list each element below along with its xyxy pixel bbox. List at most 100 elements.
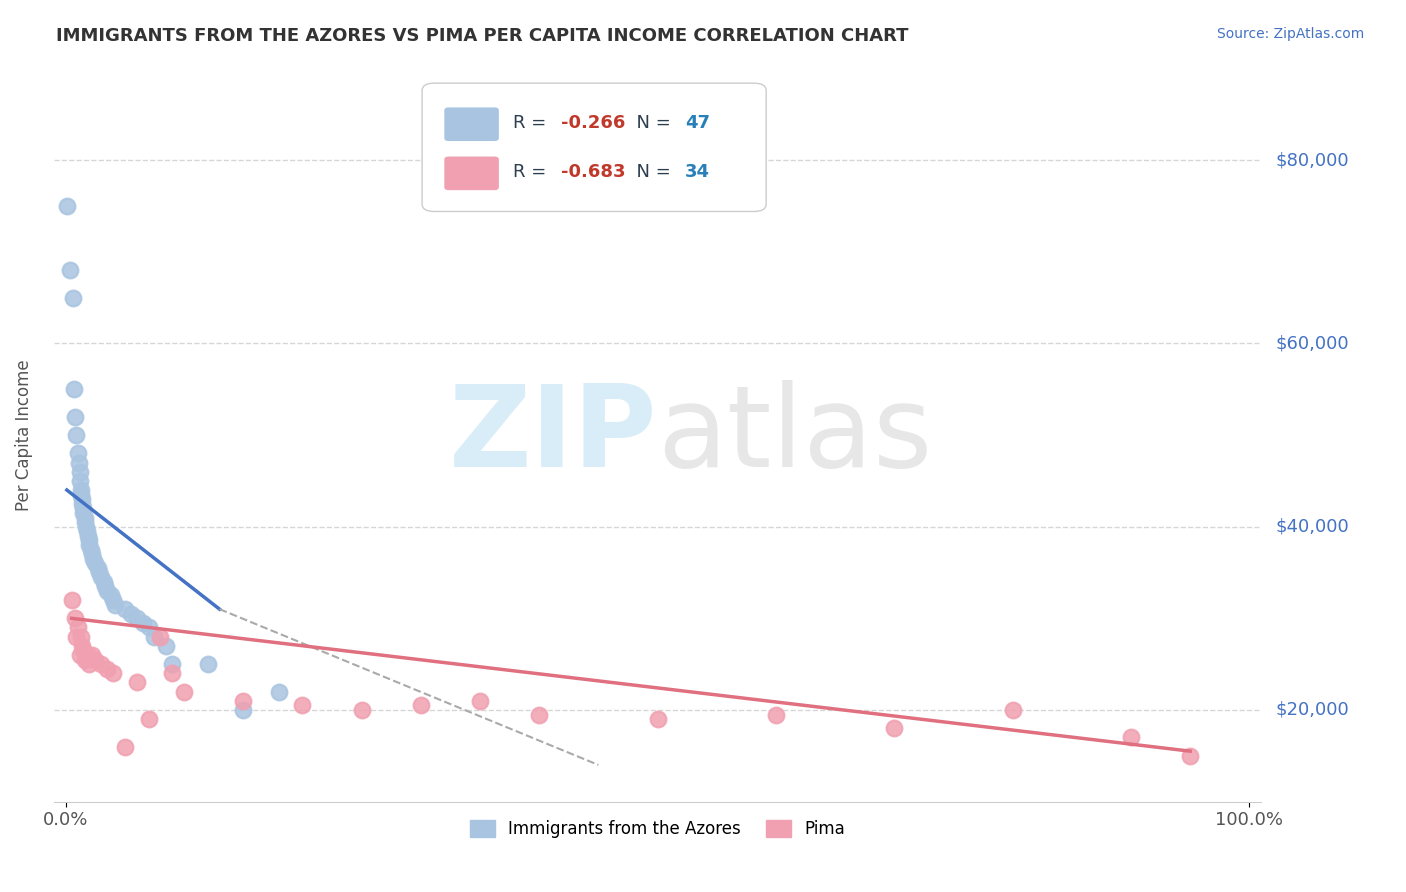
Point (66, 446, 89, 460)
Point (96, 662, 118, 676)
Point (143, 630, 166, 644)
Point (79, 657, 101, 672)
Text: $40,000: $40,000 (1275, 517, 1348, 536)
Point (70, 497, 93, 511)
Text: 47: 47 (685, 114, 710, 132)
Point (114, 739, 136, 754)
Point (82, 551, 104, 566)
Point (80, 547, 103, 561)
Point (232, 703, 254, 717)
Point (527, 707, 550, 722)
Point (56, 199, 79, 213)
Point (70, 483, 93, 497)
Point (73, 515, 96, 529)
Point (90, 570, 112, 584)
Point (125, 611, 148, 625)
Point (883, 721, 905, 735)
Point (104, 598, 127, 612)
Point (155, 639, 177, 653)
Point (65, 428, 87, 442)
Point (86, 561, 108, 575)
Point (70, 639, 93, 653)
Point (73, 510, 96, 524)
Point (69, 465, 91, 479)
Point (1178, 748, 1201, 763)
Text: $20,000: $20,000 (1275, 701, 1348, 719)
Point (65, 630, 87, 644)
Point (63, 611, 86, 625)
Text: -0.683: -0.683 (561, 163, 626, 181)
Point (72, 506, 94, 520)
Point (125, 675, 148, 690)
Point (69, 648, 91, 662)
Point (232, 694, 254, 708)
FancyBboxPatch shape (422, 83, 766, 211)
Point (79, 538, 101, 552)
Point (291, 698, 314, 713)
Text: -0.266: -0.266 (561, 114, 626, 132)
Point (76, 524, 98, 539)
Point (138, 620, 160, 634)
Point (80, 648, 103, 662)
FancyBboxPatch shape (446, 157, 498, 189)
Point (90, 657, 112, 672)
Point (66, 620, 89, 634)
Y-axis label: Per Capita Income: Per Capita Income (15, 359, 32, 511)
Point (1119, 731, 1142, 745)
Point (647, 712, 669, 726)
Point (96, 583, 118, 598)
Point (69, 474, 91, 488)
Point (79, 542, 101, 557)
Text: Source: ZipAtlas.com: Source: ZipAtlas.com (1216, 27, 1364, 41)
Point (84, 557, 107, 571)
Point (1001, 703, 1024, 717)
Text: $80,000: $80,000 (1275, 151, 1348, 169)
Point (79, 533, 101, 548)
Point (63, 409, 86, 424)
Text: ZIP: ZIP (449, 380, 658, 491)
Legend: Immigrants from the Azores, Pima: Immigrants from the Azores, Pima (463, 813, 852, 845)
Text: atlas: atlas (658, 380, 932, 491)
Point (72, 643, 94, 657)
Point (62, 291, 84, 305)
Point (138, 712, 160, 726)
Point (72, 501, 94, 516)
Point (76, 648, 98, 662)
Point (197, 657, 219, 672)
Point (131, 615, 153, 630)
Point (160, 657, 183, 672)
Point (70, 492, 93, 507)
Point (73, 652, 96, 666)
Point (93, 579, 115, 593)
Text: N =: N = (624, 114, 676, 132)
Point (100, 588, 122, 602)
Text: R =: R = (513, 114, 551, 132)
Point (149, 630, 172, 644)
Point (160, 666, 183, 681)
Point (120, 607, 142, 621)
Point (70, 487, 93, 501)
Point (409, 698, 432, 713)
Point (60, 593, 83, 607)
FancyBboxPatch shape (446, 108, 498, 140)
Text: 34: 34 (685, 163, 710, 181)
Point (101, 666, 124, 681)
Text: $60,000: $60,000 (1275, 334, 1348, 352)
Text: IMMIGRANTS FROM THE AZORES VS PIMA PER CAPITA INCOME CORRELATION CHART: IMMIGRANTS FROM THE AZORES VS PIMA PER C… (56, 27, 908, 45)
Point (101, 593, 124, 607)
Point (468, 694, 491, 708)
Point (173, 684, 195, 698)
Point (67, 456, 90, 470)
Text: R =: R = (513, 163, 551, 181)
Text: N =: N = (624, 163, 676, 181)
Point (114, 602, 136, 616)
Point (77, 529, 100, 543)
Point (267, 684, 290, 698)
Point (59, 263, 82, 277)
Point (84, 652, 107, 666)
Point (70, 630, 93, 644)
Point (765, 707, 787, 722)
Point (87, 566, 110, 580)
Point (93, 574, 115, 589)
Point (350, 703, 373, 717)
